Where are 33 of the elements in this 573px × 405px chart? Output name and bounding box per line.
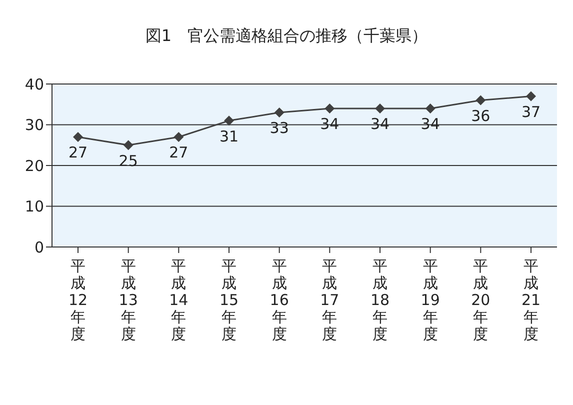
point [274,108,284,118]
y-tick-label: 20 [24,156,44,175]
x-tick-label: 平成16年度 [270,257,289,343]
data-label: 37 [521,102,541,121]
x-tick-label: 平成19年度 [420,257,440,343]
point [174,132,184,142]
y-tick-label: 10 [24,198,44,216]
x-tick-label: 平成20年度 [471,257,490,343]
y-tick-label: 0 [34,238,44,256]
point [375,103,385,114]
x-tick-label: 平成17年度 [320,257,340,343]
x-tick-label: 平成14年度 [169,257,188,343]
y-tick-label: 30 [24,116,44,134]
y-tick-label: 40 [24,75,44,94]
point [526,91,536,102]
point [123,140,134,150]
x-tick-label: 平成15年度 [219,257,239,343]
point [425,103,436,114]
data-label: 27 [169,144,188,162]
x-tick-label: 平成18年度 [370,257,390,343]
x-tick-label: 平成21年度 [521,257,541,343]
point [224,116,234,126]
data-label: 33 [270,119,289,138]
x-tick-label: 平成13年度 [118,257,138,343]
point [324,103,335,114]
data-label: 36 [471,106,490,125]
x-tick-label: 平成12年度 [68,257,88,343]
point [476,95,486,106]
chart-title: 図1 官公需適格組合の推移（千葉県） [144,26,429,47]
data-label: 25 [118,152,138,170]
point [73,132,83,142]
data-label: 27 [68,144,88,162]
data-label: 31 [219,127,239,146]
